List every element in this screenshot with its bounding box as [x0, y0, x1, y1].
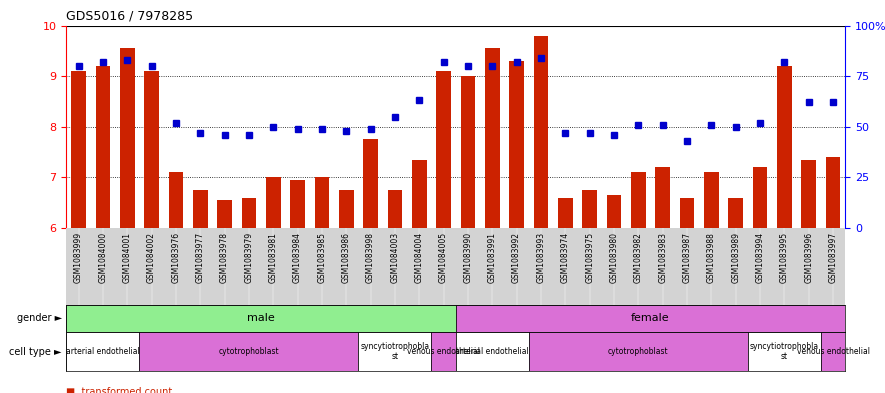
Text: syncytiotrophobla
st: syncytiotrophobla st [750, 342, 819, 362]
Bar [748, 332, 821, 371]
Bar [339, 190, 353, 228]
Text: male: male [247, 313, 275, 323]
Bar [242, 198, 257, 228]
Bar [631, 172, 646, 228]
Bar [777, 66, 792, 228]
Bar [412, 160, 427, 228]
Text: GSM1083978: GSM1083978 [220, 232, 229, 283]
Bar [728, 198, 743, 228]
Bar [119, 48, 135, 228]
Text: ■  transformed count: ■ transformed count [66, 387, 173, 393]
Bar [558, 198, 573, 228]
Text: syncytiotrophobla
st: syncytiotrophobla st [360, 342, 429, 362]
Bar [66, 332, 140, 371]
Bar [144, 71, 159, 228]
Bar [315, 177, 329, 228]
Text: venous endothelial: venous endothelial [796, 347, 869, 356]
Bar [140, 332, 358, 371]
Text: GSM1083983: GSM1083983 [658, 232, 667, 283]
Bar [168, 172, 183, 228]
Text: GSM1083995: GSM1083995 [780, 232, 789, 283]
Bar [821, 332, 845, 371]
Text: GSM1083990: GSM1083990 [464, 232, 473, 283]
Bar [363, 140, 378, 228]
Text: GSM1083989: GSM1083989 [731, 232, 740, 283]
Bar [582, 190, 596, 228]
Bar [704, 172, 719, 228]
Text: GSM1084003: GSM1084003 [390, 232, 399, 283]
Text: GSM1084001: GSM1084001 [123, 232, 132, 283]
Text: GSM1083976: GSM1083976 [172, 232, 181, 283]
Text: GSM1083987: GSM1083987 [682, 232, 691, 283]
Text: GSM1084004: GSM1084004 [415, 232, 424, 283]
Text: GSM1083988: GSM1083988 [707, 232, 716, 283]
Bar [66, 305, 456, 332]
Text: GSM1084002: GSM1084002 [147, 232, 156, 283]
Text: venous endothelial: venous endothelial [407, 347, 480, 356]
Bar [655, 167, 670, 228]
Bar [456, 305, 845, 332]
Text: GSM1083975: GSM1083975 [585, 232, 594, 283]
Text: arterial endothelial: arterial endothelial [456, 347, 529, 356]
Text: GSM1083992: GSM1083992 [512, 232, 521, 283]
Text: GSM1083985: GSM1083985 [318, 232, 327, 283]
Text: GSM1083991: GSM1083991 [488, 232, 496, 283]
Text: GSM1083974: GSM1083974 [561, 232, 570, 283]
Text: GSM1083996: GSM1083996 [804, 232, 813, 283]
Text: female: female [631, 313, 670, 323]
Bar [266, 177, 281, 228]
Text: GSM1083993: GSM1083993 [536, 232, 545, 283]
Bar [460, 76, 475, 228]
Bar [193, 190, 207, 228]
Text: GSM1083998: GSM1083998 [366, 232, 375, 283]
Bar [802, 160, 816, 228]
Bar [534, 36, 549, 228]
Bar [607, 195, 621, 228]
Bar [529, 332, 748, 371]
Bar [96, 66, 110, 228]
Bar [752, 167, 767, 228]
Text: GSM1083981: GSM1083981 [269, 232, 278, 283]
Text: GSM1083984: GSM1083984 [293, 232, 302, 283]
Text: GSM1084005: GSM1084005 [439, 232, 448, 283]
Text: GSM1083994: GSM1083994 [756, 232, 765, 283]
Bar [509, 61, 524, 228]
Text: GSM1083979: GSM1083979 [244, 232, 253, 283]
Bar [72, 71, 86, 228]
Text: arterial endothelial: arterial endothelial [66, 347, 140, 356]
Text: GSM1083997: GSM1083997 [828, 232, 837, 283]
Bar [431, 332, 456, 371]
Text: GDS5016 / 7978285: GDS5016 / 7978285 [66, 10, 194, 23]
Bar [218, 200, 232, 228]
Bar [826, 157, 841, 228]
Text: GSM1083999: GSM1083999 [74, 232, 83, 283]
Text: GSM1083977: GSM1083977 [196, 232, 204, 283]
Text: cytotrophoblast: cytotrophoblast [608, 347, 669, 356]
Text: cell type ►: cell type ► [10, 347, 62, 357]
Bar [290, 180, 304, 228]
Text: GSM1083982: GSM1083982 [634, 232, 643, 283]
Text: GSM1083986: GSM1083986 [342, 232, 350, 283]
Bar [436, 71, 450, 228]
Bar [456, 332, 528, 371]
Text: gender ►: gender ► [17, 313, 62, 323]
Text: cytotrophoblast: cytotrophoblast [219, 347, 280, 356]
Bar [485, 48, 499, 228]
Text: GSM1083980: GSM1083980 [610, 232, 619, 283]
Bar [388, 190, 402, 228]
Bar [358, 332, 431, 371]
Text: GSM1084000: GSM1084000 [98, 232, 107, 283]
Bar [680, 198, 695, 228]
